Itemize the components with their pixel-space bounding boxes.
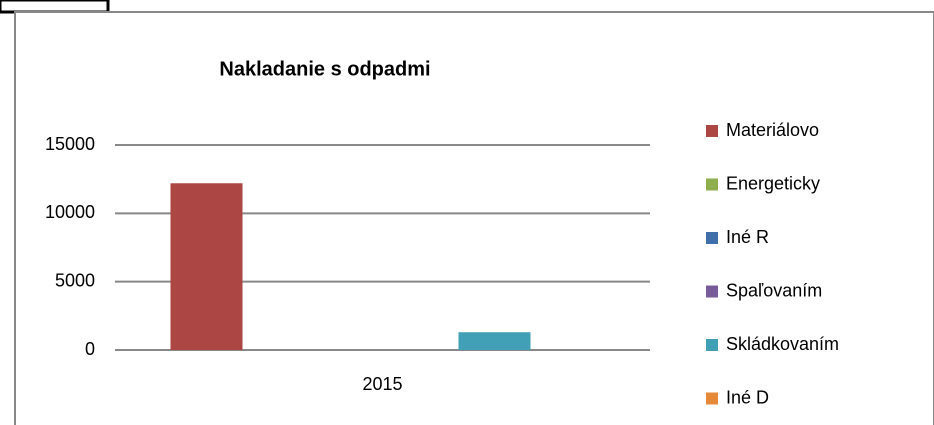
legend-swatch — [706, 339, 718, 351]
legend-label: Iné R — [726, 227, 769, 247]
chart-frame — [14, 11, 934, 425]
y-tick-label: 10000 — [45, 202, 95, 222]
y-tick-label: 0 — [85, 339, 95, 359]
legend-label: Skládkovaním — [726, 334, 839, 354]
x-tick-label: 2015 — [362, 374, 402, 394]
bar — [458, 332, 531, 350]
legend-swatch — [706, 125, 718, 137]
frame-fragment — [0, 0, 110, 14]
legend-swatch — [706, 285, 718, 298]
legend-label: Energeticky — [726, 173, 820, 193]
y-tick-label: 15000 — [45, 134, 95, 154]
bar — [170, 183, 243, 350]
legend-swatch — [706, 392, 718, 405]
legend-label: Iné D — [726, 387, 769, 407]
y-tick-label: 5000 — [55, 270, 95, 290]
legend-label: Spaľovaním — [726, 280, 822, 300]
legend-label: Materiálovo — [726, 120, 819, 140]
legend-swatch — [706, 178, 718, 191]
legend-swatch — [706, 232, 718, 244]
chart-title: Nakladanie s odpadmi — [219, 58, 430, 80]
